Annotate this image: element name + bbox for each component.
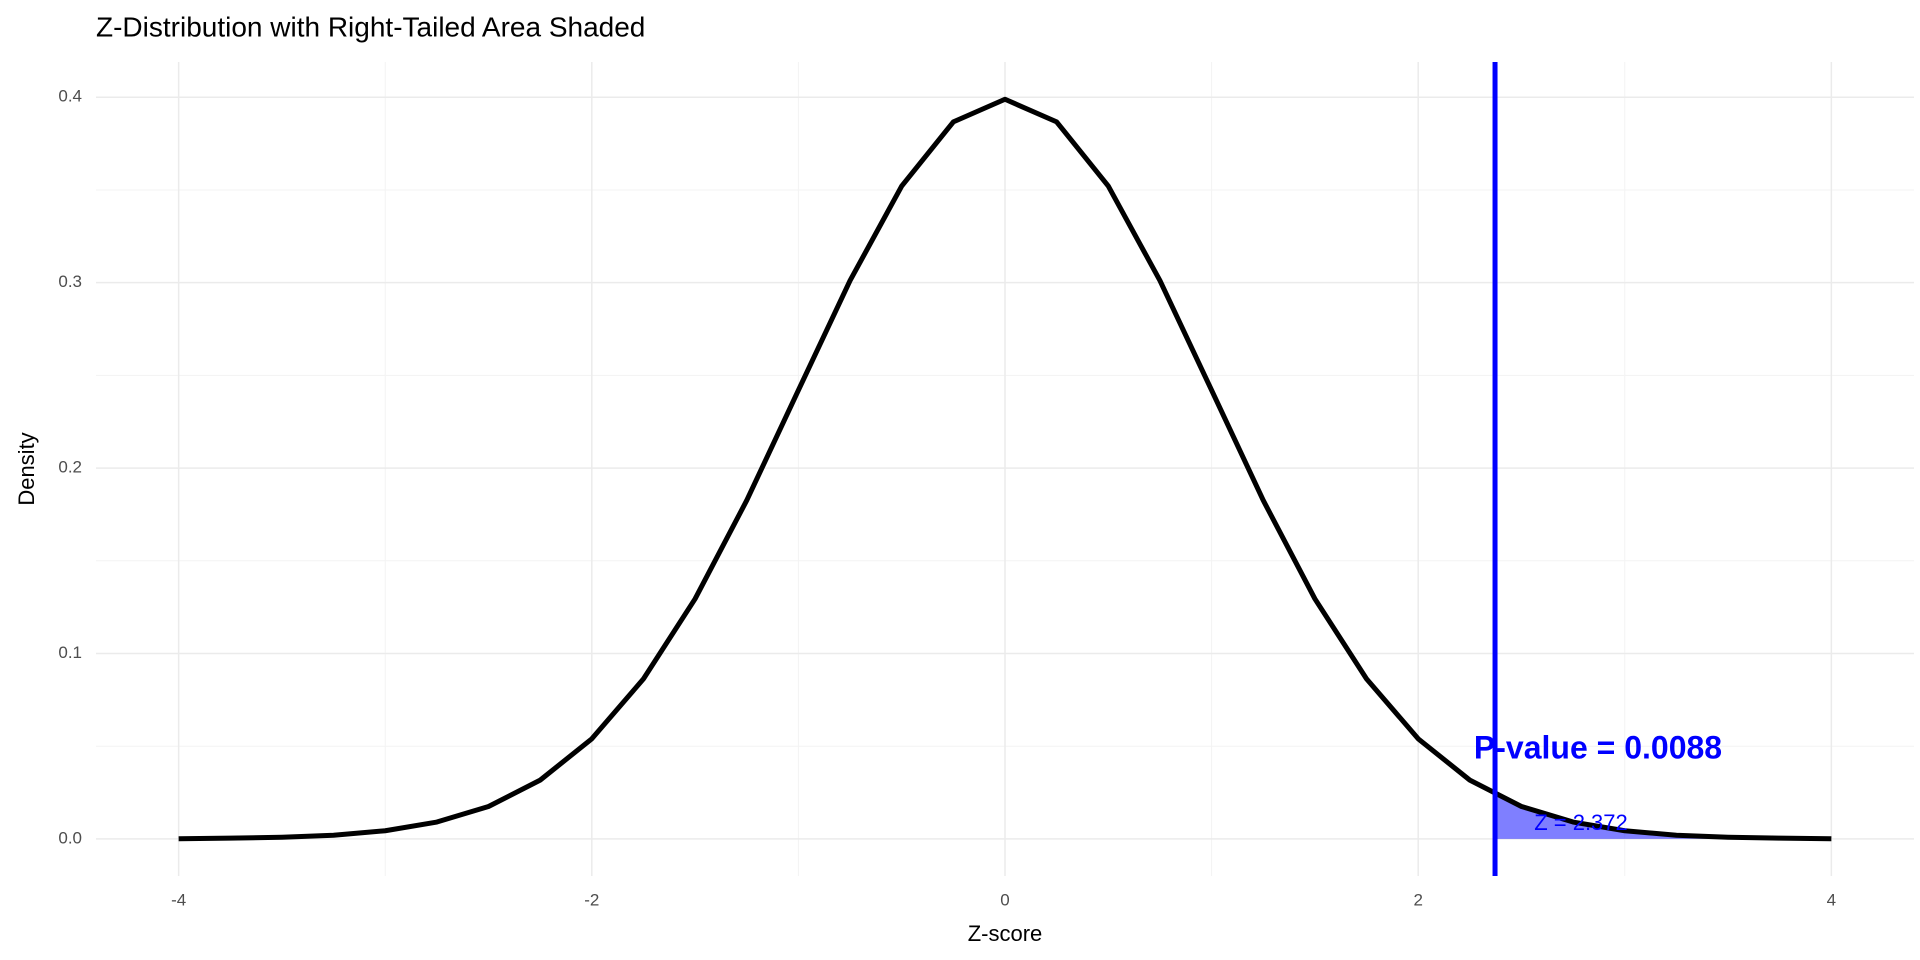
z-annotation: Z = 2.372 [1534,810,1628,835]
y-axis-label: Density [14,432,39,505]
x-tick-label: -2 [584,890,599,909]
x-tick-label: 2 [1413,890,1422,909]
x-tick-label: 0 [1000,890,1009,909]
y-tick-label: 0.4 [58,87,82,106]
chart-title: Z-Distribution with Right-Tailed Area Sh… [96,11,645,42]
x-tick-label: 4 [1827,890,1836,909]
y-tick-label: 0.3 [58,272,82,291]
y-tick-label: 0.0 [58,828,82,847]
p-value-annotation: P-value = 0.0088 [1474,729,1722,765]
y-tick-label: 0.1 [58,643,82,662]
y-tick-label: 0.2 [58,458,82,477]
shaded-area [1495,794,1832,839]
x-axis-label: Z-score [968,921,1043,946]
density-line [178,96,1832,842]
x-tick-label: -4 [171,890,186,909]
